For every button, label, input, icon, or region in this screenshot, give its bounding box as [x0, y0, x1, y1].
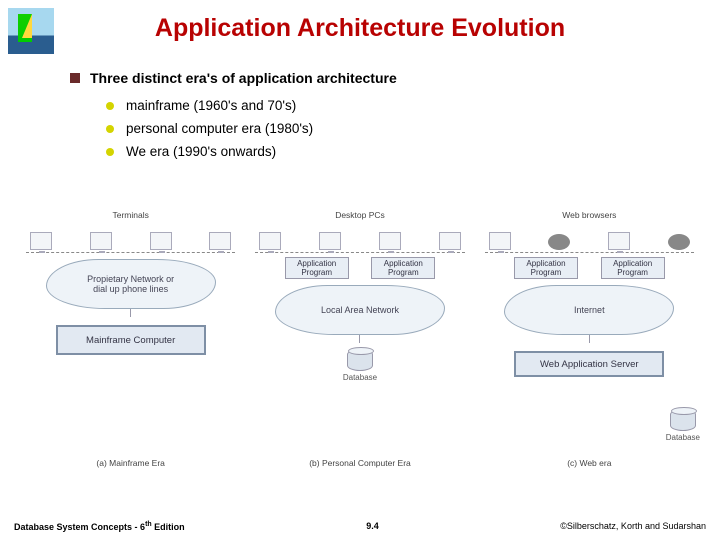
era-web: Web browsers Application Program Applica… [479, 210, 700, 480]
database-icon [670, 409, 696, 431]
pc-icon [489, 232, 511, 250]
pc-icon [259, 232, 281, 250]
app-program-box: Application Program [285, 257, 349, 279]
mainframe-box: Mainframe Computer [56, 325, 206, 355]
era-pc: Desktop PCs Application Program Applicat… [249, 210, 470, 480]
terminal-icon [90, 232, 112, 250]
network-cloud: Local Area Network [275, 285, 445, 335]
clients-label: Desktop PCs [249, 210, 470, 220]
web-server-box: Web Application Server [514, 351, 664, 377]
bullet-content: Three distinct era's of application arch… [70, 70, 700, 167]
footer-left: Database System Concepts - 6th Edition [14, 521, 185, 532]
app-program-box: Application Program [371, 257, 435, 279]
database-icon [347, 349, 373, 371]
footer-copyright: ©Silberschatz, Korth and Sudarshan [560, 521, 706, 532]
pc-icon [319, 232, 341, 250]
square-bullet-icon [70, 73, 80, 83]
sub-bullet-text: mainframe (1960's and 70's) [126, 98, 296, 113]
connector-line [589, 335, 590, 343]
bullet-level2: mainframe (1960's and 70's) [106, 98, 700, 113]
terminal-icon [30, 232, 52, 250]
footer-page-number: 9.4 [366, 521, 379, 532]
bullet-level1: Three distinct era's of application arch… [70, 70, 700, 86]
connector-line [130, 309, 131, 317]
era-caption: (c) Web era [479, 458, 700, 468]
bullet-text: Three distinct era's of application arch… [90, 70, 397, 86]
footer-superscript: th [145, 521, 152, 528]
pc-icon [379, 232, 401, 250]
era-caption: (a) Mainframe Era [20, 458, 241, 468]
circle-bullet-icon [106, 125, 114, 133]
bullet-level2: We era (1990's onwards) [106, 144, 700, 159]
era-caption: (b) Personal Computer Era [249, 458, 470, 468]
clients-label: Web browsers [479, 210, 700, 220]
slide-title: Application Architecture Evolution [0, 0, 720, 43]
network-cloud: Propietary Network or dial up phone line… [46, 259, 216, 309]
sub-bullet-text: personal computer era (1980's) [126, 121, 313, 136]
connector-line [359, 335, 360, 343]
footer-book-title: Database System Concepts - 6 [14, 522, 145, 532]
client-row [20, 222, 241, 250]
client-row [479, 222, 700, 250]
app-program-row: Application Program Application Program [249, 253, 470, 279]
bullet-level2: personal computer era (1980's) [106, 121, 700, 136]
network-cloud: Internet [504, 285, 674, 335]
clients-label: Terminals [20, 210, 241, 220]
architecture-diagram: Terminals Propietary Network or dial up … [20, 210, 700, 480]
app-program-box: Application Program [514, 257, 578, 279]
pc-icon [439, 232, 461, 250]
terminal-icon [150, 232, 172, 250]
slide-footer: Database System Concepts - 6th Edition 9… [0, 521, 720, 532]
circle-bullet-icon [106, 148, 114, 156]
era-mainframe: Terminals Propietary Network or dial up … [20, 210, 241, 480]
side-database: Database [666, 403, 700, 442]
circle-bullet-icon [106, 102, 114, 110]
terminal-icon [209, 232, 231, 250]
app-program-row: Application Program Application Program [479, 253, 700, 279]
book-logo [8, 8, 54, 54]
client-row [249, 222, 470, 250]
app-program-box: Application Program [601, 257, 665, 279]
database-label: Database [666, 433, 700, 442]
footer-edition: Edition [152, 522, 185, 532]
database-label: Database [249, 373, 470, 382]
sub-bullet-text: We era (1990's onwards) [126, 144, 276, 159]
browser-cloud-icon [548, 234, 570, 250]
browser-cloud-icon [668, 234, 690, 250]
pc-icon [608, 232, 630, 250]
dashed-connector [26, 252, 235, 253]
